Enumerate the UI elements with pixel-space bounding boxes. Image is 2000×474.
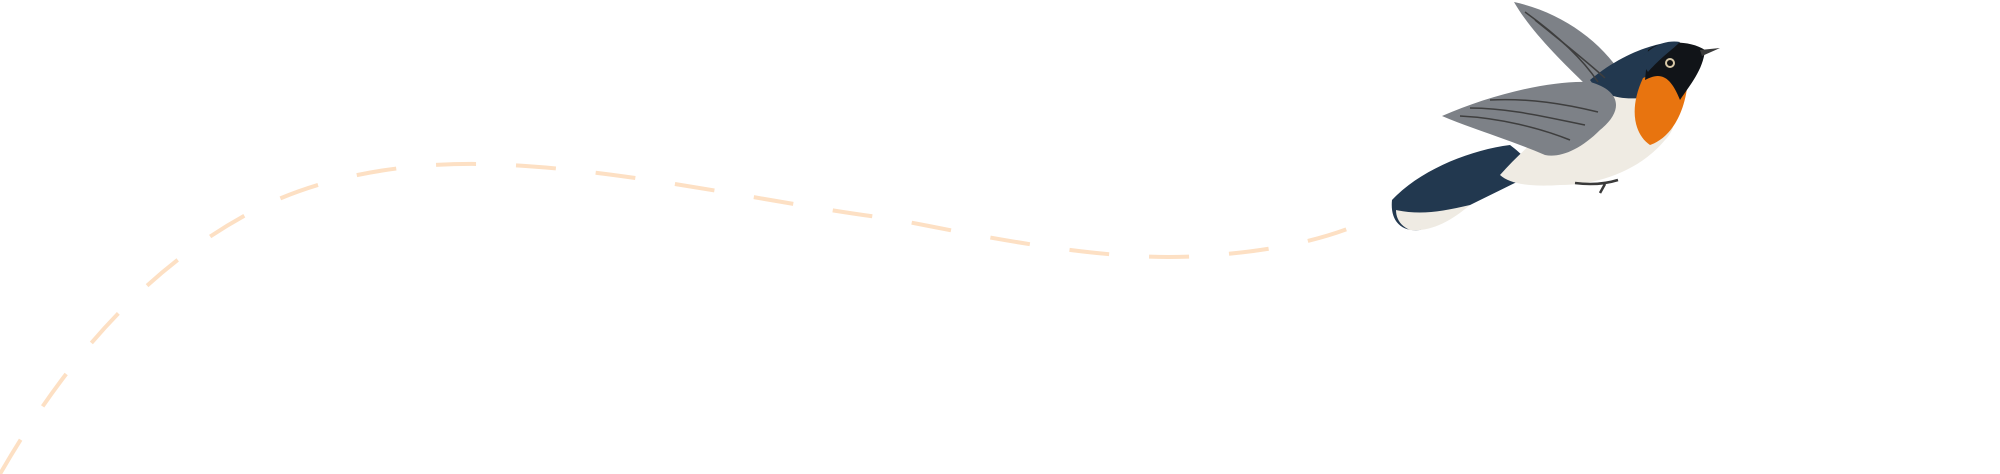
bird-upper-wing — [1514, 2, 1622, 86]
bird-beak — [1700, 48, 1720, 56]
bird-illustration — [1391, 2, 1720, 231]
bird-tail — [1391, 145, 1530, 231]
bird-feet — [1574, 178, 1619, 194]
bird-pupil — [1667, 60, 1673, 66]
bird-tail-tip — [1396, 205, 1470, 231]
dashed-flight-path — [0, 161, 1356, 474]
bird-crown — [1640, 41, 1680, 72]
bird-lower-wing — [1442, 81, 1617, 156]
bird-wing-feathers — [1459, 11, 1606, 141]
bird-breast — [1634, 71, 1688, 145]
